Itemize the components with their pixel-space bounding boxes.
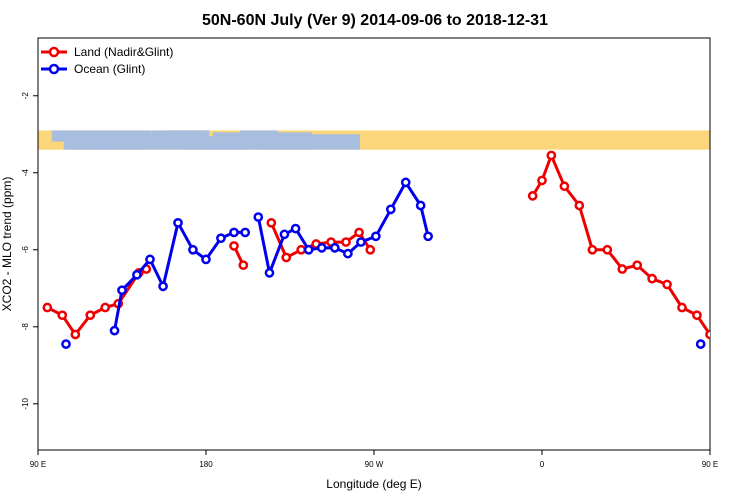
legend-label-land: Land (Nadir&Glint) (74, 45, 173, 59)
data-point (296, 244, 307, 255)
series-layer (42, 150, 750, 349)
series-land (42, 150, 743, 340)
data-point (354, 227, 364, 238)
y-tick-label: -10 (21, 397, 30, 409)
data-point (70, 329, 81, 340)
data-point (188, 244, 198, 255)
data-point (316, 243, 327, 253)
data-point (365, 244, 376, 255)
data-point (343, 248, 353, 259)
data-point (229, 241, 239, 251)
data-point (647, 273, 657, 284)
data-point (537, 175, 547, 186)
chart-title: 50N-60N July (Ver 9) 2014-09-06 to 2018-… (202, 12, 548, 29)
y-axis: -2 -4 -6 -8 -10 (21, 92, 38, 410)
data-point (329, 243, 340, 253)
x-axis-label: Longitude (deg E) (326, 477, 421, 491)
data-point (400, 177, 411, 188)
data-point (57, 310, 68, 321)
data-point (617, 264, 628, 274)
data-point (132, 269, 142, 280)
data-point (61, 339, 71, 349)
data-point (281, 252, 292, 263)
data-point (341, 237, 351, 247)
data-point (574, 200, 585, 211)
legend-entry-land: Land (Nadir&Glint) (41, 45, 173, 59)
series-ocean (61, 177, 750, 349)
data-point (356, 237, 366, 247)
data-point (117, 285, 127, 296)
data-point (279, 229, 290, 240)
map-band-ocean (96, 139, 145, 150)
data-point (303, 244, 314, 255)
y-tick-label: -8 (21, 323, 30, 331)
data-point (662, 279, 672, 290)
y-tick-label: -6 (21, 246, 30, 254)
x-tick-label: 180 (199, 460, 213, 469)
y-tick-label: -4 (21, 169, 30, 177)
data-point (109, 325, 120, 336)
data-point (145, 254, 155, 265)
data-point (173, 217, 183, 228)
data-point (371, 231, 381, 242)
legend: Land (Nadir&Glint) Ocean (Glint) (41, 45, 173, 76)
data-point (721, 312, 728, 319)
data-point (423, 231, 433, 242)
data-point (266, 217, 277, 228)
data-point (229, 227, 239, 238)
data-point (527, 191, 538, 201)
data-point (736, 304, 743, 311)
x-axis: 90 E 180 90 W 0 90 E (30, 450, 718, 469)
data-point (158, 281, 168, 292)
data-point (695, 339, 706, 349)
data-point (253, 212, 264, 222)
data-point (290, 223, 301, 234)
x-tick-label: 90 W (365, 460, 384, 469)
legend-label-ocean: Ocean (Glint) (74, 62, 145, 76)
data-point (415, 200, 426, 211)
data-point (587, 244, 598, 255)
data-point (632, 260, 643, 271)
data-point (692, 310, 702, 321)
y-tick-label: -2 (21, 92, 30, 100)
map-band-ocean (220, 141, 252, 150)
data-point (201, 254, 211, 265)
data-point (238, 260, 249, 271)
legend-marker-ocean (48, 63, 60, 75)
map-band-ocean (257, 134, 361, 150)
data-point (602, 244, 613, 255)
data-point (264, 268, 275, 278)
x-tick-label: 90 E (30, 460, 46, 469)
data-point (216, 233, 226, 244)
data-point (705, 329, 710, 340)
data-point (677, 302, 687, 313)
data-point (546, 150, 557, 161)
data-point (85, 310, 96, 321)
data-point (746, 327, 750, 334)
plot-frame (37, 37, 711, 451)
x-tick-label: 0 (540, 460, 545, 469)
data-point (42, 302, 53, 313)
map-band (38, 130, 710, 150)
data-point (240, 227, 251, 238)
data-point (385, 204, 396, 215)
data-point (559, 181, 570, 192)
legend-marker-land (48, 46, 60, 58)
y-axis-label: XCO2 - MLO trend (ppm) (0, 177, 14, 312)
legend-entry-ocean: Ocean (Glint) (41, 62, 145, 76)
data-point (100, 302, 111, 313)
x-tick-label: 90 E (702, 460, 718, 469)
